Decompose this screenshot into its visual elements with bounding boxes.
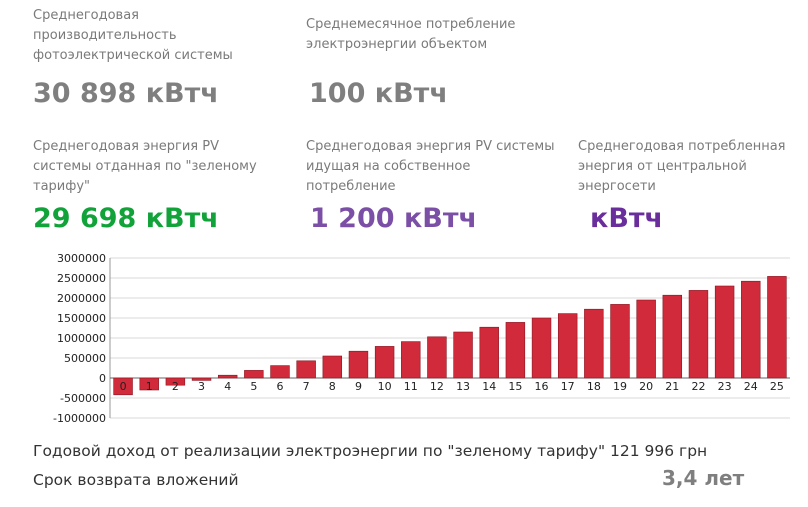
bar [584, 308, 604, 379]
green-tariff-value: 29 698 кВтч [33, 203, 219, 234]
y-tick-label: 500000 [64, 352, 106, 365]
x-tick-label: 4 [224, 380, 231, 393]
bar [113, 377, 133, 396]
bar [401, 341, 421, 379]
bar [322, 355, 343, 379]
x-tick-label: 9 [355, 380, 362, 393]
bar [688, 290, 709, 379]
y-tick-label: 1500000 [57, 312, 106, 325]
x-tick-label: 24 [744, 380, 758, 393]
payback-value: 3,4 лет [662, 466, 745, 490]
bar [636, 299, 656, 379]
bar [139, 377, 159, 391]
x-tick-label: 13 [456, 380, 470, 393]
bar [165, 377, 186, 386]
x-tick-label: 25 [770, 380, 784, 393]
y-tick-label: -1000000 [53, 412, 106, 422]
bar [505, 322, 526, 379]
x-tick-label: 10 [378, 380, 392, 393]
grid-consumption-value: кВтч [590, 203, 664, 234]
x-tick-label: 6 [277, 380, 284, 393]
bar [217, 374, 238, 379]
monthly-consumption-label: Среднемесячное потребление электроэнерги… [306, 17, 516, 52]
x-tick-label: 11 [404, 380, 418, 393]
bar [244, 370, 264, 379]
x-tick-label: 21 [665, 380, 679, 393]
monthly-consumption-value: 100 кВтч [309, 78, 448, 109]
bar [374, 346, 395, 379]
bar [427, 336, 447, 379]
y-tick-label: 2500000 [57, 272, 106, 285]
x-tick-label: 15 [508, 380, 522, 393]
annual-production-label: Среднегодовая производительность фотоэле… [33, 8, 233, 63]
bar [662, 294, 683, 379]
x-tick-label: 16 [535, 380, 549, 393]
bar [610, 304, 630, 379]
payback-label: Срок возврата вложений [33, 471, 239, 489]
bar [479, 326, 499, 379]
annual-production-value: 30 898 кВтч [33, 78, 219, 109]
x-tick-label: 18 [587, 380, 601, 393]
y-tick-label: -500000 [60, 392, 106, 405]
grid-consumption-label: Среднегодовая потребленная энергия от це… [578, 139, 786, 194]
bar [348, 350, 369, 379]
bar [453, 331, 473, 379]
x-tick-label: 22 [691, 380, 705, 393]
bar [296, 360, 316, 379]
green-tariff-label: Среднегодовая энергия PV системы отданна… [33, 139, 257, 194]
x-tick-label: 23 [718, 380, 732, 393]
x-tick-label: 20 [639, 380, 653, 393]
x-tick-label: 12 [430, 380, 444, 393]
y-tick-label: 0 [99, 372, 106, 385]
x-tick-label: 17 [561, 380, 575, 393]
bar [531, 317, 552, 379]
bar [741, 280, 761, 379]
y-tick-label: 2000000 [57, 292, 106, 305]
bar [714, 285, 735, 379]
annual-income-text: Годовой доход от реализации электроэнерг… [33, 442, 708, 460]
x-tick-label: 7 [303, 380, 310, 393]
x-tick-label: 2 [172, 380, 179, 393]
bar [767, 276, 787, 379]
self-consumption-value: 1 200 кВтч [310, 203, 478, 234]
x-tick-label: 5 [250, 380, 257, 393]
x-tick-label: 1 [146, 380, 153, 393]
self-consumption-label: Среднегодовая энергия PV системы идущая … [306, 139, 555, 194]
x-tick-label: 14 [482, 380, 496, 393]
bar [191, 377, 212, 381]
y-tick-label: 3000000 [57, 252, 106, 265]
x-tick-label: 19 [613, 380, 627, 393]
x-tick-label: 0 [120, 380, 127, 393]
bar [557, 313, 578, 379]
bar [270, 365, 290, 379]
payback-bar-chart: 3000000 2500000 2000000 1500000 1000000 50000… [53, 252, 790, 422]
y-tick-label: 1000000 [57, 332, 106, 345]
x-tick-label: 3 [198, 380, 205, 393]
x-tick-label: 8 [329, 380, 336, 393]
